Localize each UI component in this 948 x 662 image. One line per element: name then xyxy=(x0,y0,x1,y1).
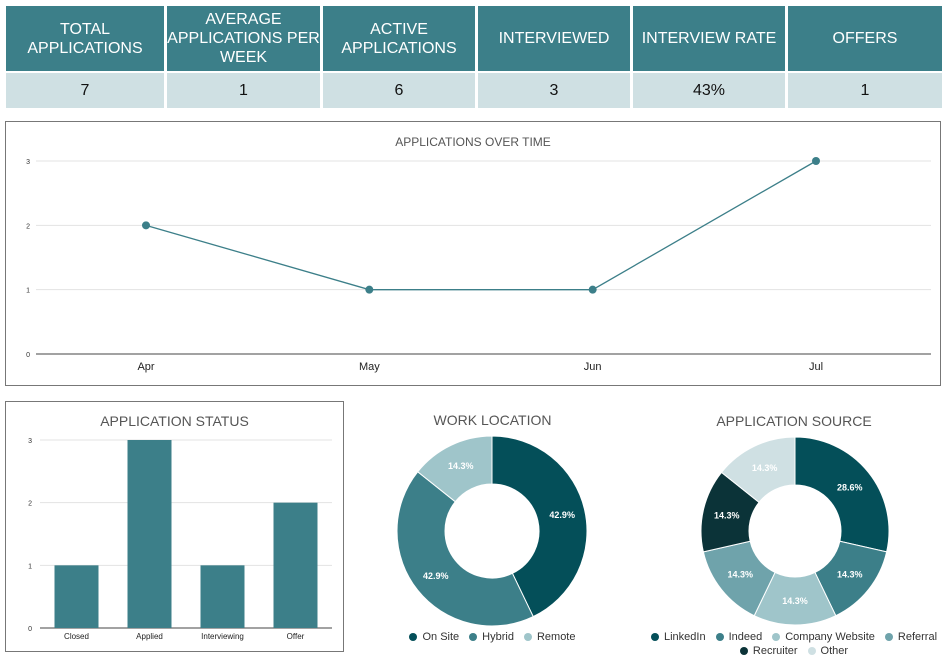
kpi-interviewed: INTERVIEWED 3 xyxy=(478,6,630,108)
data-point xyxy=(365,285,374,294)
y-tick-label: 0 xyxy=(28,626,32,633)
kpi-average-applications-per-week: AVERAGE APPLICATIONS PER WEEK 1 xyxy=(167,6,320,108)
chart-title: APPLICATIONS OVER TIME xyxy=(395,135,551,149)
line-series xyxy=(145,160,817,291)
legend-label: Other xyxy=(820,645,849,657)
legend-swatch xyxy=(469,633,478,641)
slice-label: 14.3% xyxy=(752,463,778,473)
data-point xyxy=(812,157,820,165)
legend-swatch xyxy=(715,633,724,641)
bar xyxy=(200,565,245,628)
x-tick-label: Jun xyxy=(584,361,602,373)
slice-label: 14.3% xyxy=(714,510,740,520)
legend-swatch xyxy=(884,633,893,641)
slice-label: 14.3% xyxy=(837,570,863,580)
y-tick-label: 2 xyxy=(26,223,30,230)
donut-slice xyxy=(491,435,588,618)
kpi-interview-rate: INTERVIEW RATE 43% xyxy=(633,6,785,108)
line-chart-plot: 0 1 2 3 Apr May Jun Jul xyxy=(26,157,931,373)
work-location-legend: On Site Hybrid Remote xyxy=(370,630,615,644)
kpi-active-applications: ACTIVE APPLICATIONS 6 xyxy=(323,6,475,108)
donut-slice xyxy=(720,436,796,504)
y-tick-label: 3 xyxy=(26,159,30,166)
legend-item: Other xyxy=(807,644,849,658)
legend-label: Remote xyxy=(536,631,576,643)
x-tick-label: Offer xyxy=(287,632,305,641)
legend-item: Remote xyxy=(523,630,576,644)
donut-slice xyxy=(396,471,534,627)
kpi-value: 43% xyxy=(633,73,785,108)
legend-swatch xyxy=(523,633,532,641)
legend-item: Hybrid xyxy=(469,630,514,644)
work-location-chart: WORK LOCATION 42.9% 42.9% 14.3% On Site Hyb… xyxy=(370,401,615,656)
legend-swatch xyxy=(650,633,659,641)
slice-label: 14.3% xyxy=(728,570,754,580)
y-tick-label: 2 xyxy=(28,501,32,508)
application-source-chart: APPLICATION SOURCE 28.6% 14.3% 14.3% 14.3% 1… xyxy=(645,401,943,659)
kpi-summary-table: TOTAL APPLICATIONS 7 AVERAGE APPLICATION… xyxy=(6,6,942,108)
legend-label: Hybrid xyxy=(482,631,514,643)
legend-item: Indeed xyxy=(715,630,763,644)
kpi-label: AVERAGE APPLICATIONS PER WEEK xyxy=(167,6,320,71)
legend-label: On Site xyxy=(422,631,460,643)
x-tick-label: Jul xyxy=(809,361,823,373)
legend-swatch xyxy=(807,647,816,655)
legend-item: On Site xyxy=(409,630,459,644)
slice-label: 14.3% xyxy=(782,596,808,606)
bar-chart-plot: 0 1 2 3 Closed Applied Interviewing Offer xyxy=(28,438,332,641)
bar xyxy=(273,502,318,628)
application-source-legend: LinkedIn Indeed Company Website Referral Rec… xyxy=(645,630,943,658)
kpi-value: 1 xyxy=(167,73,320,108)
y-tick-label: 0 xyxy=(26,352,30,359)
x-tick-label: Interviewing xyxy=(201,632,244,641)
legend-swatch xyxy=(739,647,748,655)
bar xyxy=(127,440,172,628)
legend-label: Indeed xyxy=(728,631,763,643)
x-tick-label: Applied xyxy=(136,632,163,641)
legend-swatch xyxy=(772,633,781,641)
y-tick-label: 3 xyxy=(28,438,32,445)
legend-item: Company Website xyxy=(772,630,875,644)
chart-title: WORK LOCATION xyxy=(433,412,552,428)
chart-title: APPLICATION SOURCE xyxy=(716,413,872,429)
data-point xyxy=(142,221,150,230)
work-location-donut: 42.9% 42.9% 14.3% xyxy=(396,435,588,627)
application-source-donut: 28.6% 14.3% 14.3% 14.3% 14.3% 14.3% xyxy=(700,436,890,626)
kpi-value: 6 xyxy=(323,73,475,108)
kpi-label: ACTIVE APPLICATIONS xyxy=(323,6,475,71)
legend-label: LinkedIn xyxy=(663,631,706,643)
legend-label: Company Website xyxy=(785,631,875,643)
y-tick-label: 1 xyxy=(28,563,32,570)
donut-slice xyxy=(417,435,493,503)
kpi-value: 7 xyxy=(6,73,164,108)
chart-title: APPLICATION STATUS xyxy=(100,413,249,429)
bar xyxy=(54,565,99,628)
kpi-value: 1 xyxy=(788,73,942,108)
slice-label: 28.6% xyxy=(837,482,863,492)
legend-item: Referral xyxy=(884,630,938,644)
x-tick-label: May xyxy=(359,361,380,373)
y-tick-label: 1 xyxy=(26,288,30,295)
kpi-label: INTERVIEWED xyxy=(478,6,630,71)
kpi-value: 3 xyxy=(478,73,630,108)
x-tick-label: Apr xyxy=(137,361,154,373)
legend-swatch xyxy=(409,633,418,641)
legend-label: Recruiter xyxy=(752,645,798,657)
kpi-label: TOTAL APPLICATIONS xyxy=(6,6,164,71)
legend-label: Referral xyxy=(897,631,938,643)
application-status-chart: APPLICATION STATUS 0 1 2 3 Closed Applied Inte… xyxy=(5,401,344,652)
slice-label: 42.9% xyxy=(423,571,449,581)
donut-slice xyxy=(794,436,890,553)
legend-item: LinkedIn xyxy=(650,630,706,644)
kpi-offers: OFFERS 1 xyxy=(788,6,942,108)
applications-over-time-chart: APPLICATIONS OVER TIME 0 1 2 3 Apr May Jun Jul xyxy=(5,121,941,386)
legend-item: Recruiter xyxy=(739,644,798,658)
x-tick-label: Closed xyxy=(64,632,89,641)
kpi-label: OFFERS xyxy=(788,6,942,71)
kpi-total-applications: TOTAL APPLICATIONS 7 xyxy=(6,6,164,108)
kpi-label: INTERVIEW RATE xyxy=(633,6,785,71)
slice-label: 14.3% xyxy=(448,461,474,471)
slice-label: 42.9% xyxy=(549,510,575,520)
data-point xyxy=(588,285,597,294)
